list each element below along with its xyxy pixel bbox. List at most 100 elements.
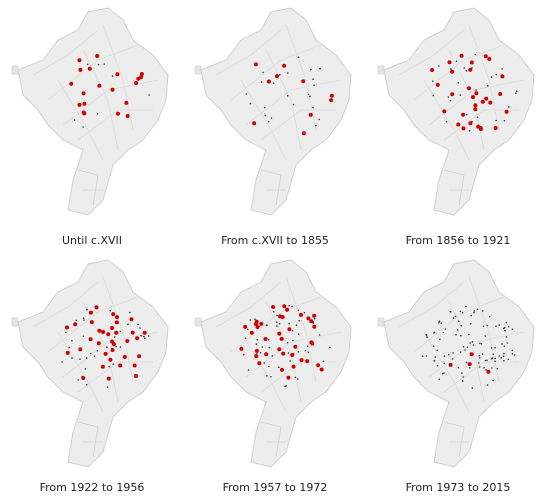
existing-dot xyxy=(111,75,114,77)
new-dot xyxy=(97,83,102,88)
existing-dot xyxy=(288,322,290,325)
existing-dot xyxy=(286,341,289,344)
existing-dot xyxy=(139,327,141,329)
existing-dot xyxy=(479,342,481,345)
existing-dot xyxy=(262,71,264,74)
existing-dot xyxy=(506,342,509,344)
existing-dot xyxy=(276,325,278,327)
existing-dot xyxy=(461,372,463,374)
new-dot xyxy=(285,307,290,312)
existing-dot xyxy=(478,354,481,357)
new-dot xyxy=(473,107,478,112)
existing-dot xyxy=(96,112,99,115)
new-dot xyxy=(459,53,464,58)
existing-dot xyxy=(486,384,489,386)
existing-dot xyxy=(313,84,315,86)
existing-dot xyxy=(144,337,146,339)
existing-dot xyxy=(270,376,272,378)
existing-dot xyxy=(108,366,110,368)
existing-dot xyxy=(431,80,434,82)
existing-dot xyxy=(270,117,273,119)
existing-dot xyxy=(480,343,483,345)
new-dot xyxy=(89,320,94,325)
new-dot xyxy=(254,354,259,359)
existing-dot xyxy=(486,85,489,87)
new-dot xyxy=(97,328,102,333)
existing-dot xyxy=(109,310,111,312)
new-dot xyxy=(114,330,119,335)
new-dot xyxy=(132,363,137,368)
existing-dot xyxy=(495,73,497,76)
new-dot xyxy=(87,66,92,71)
new-dot xyxy=(312,313,317,318)
existing-dot xyxy=(297,378,299,380)
existing-dot xyxy=(443,372,445,374)
new-dot xyxy=(135,336,140,341)
new-dot xyxy=(316,363,321,368)
new-dot xyxy=(125,339,130,343)
existing-dot xyxy=(278,323,281,325)
existing-dot xyxy=(481,353,484,355)
existing-dot xyxy=(465,70,468,72)
existing-dot xyxy=(433,359,436,362)
new-dot xyxy=(277,331,282,336)
existing-dot xyxy=(513,354,516,356)
new-dot xyxy=(78,67,83,72)
existing-dot xyxy=(276,321,278,323)
existing-dot xyxy=(83,319,85,321)
existing-dot xyxy=(143,335,145,338)
existing-dot xyxy=(425,334,428,337)
existing-dot xyxy=(310,68,312,71)
existing-dot xyxy=(112,363,115,365)
new-dot xyxy=(293,344,298,349)
new-dot xyxy=(483,54,488,59)
existing-dot xyxy=(457,366,460,369)
new-dot xyxy=(259,321,264,326)
existing-dot xyxy=(465,305,467,308)
existing-dot xyxy=(494,360,496,363)
new-dot xyxy=(139,72,144,76)
new-dot xyxy=(310,341,315,346)
new-dot xyxy=(106,332,111,337)
existing-dot xyxy=(442,372,444,375)
new-dot xyxy=(88,337,93,342)
new-dot xyxy=(82,101,87,106)
new-dot xyxy=(301,131,306,136)
existing-dot xyxy=(463,67,465,69)
existing-dot xyxy=(452,352,454,354)
existing-dot xyxy=(306,345,309,347)
existing-dot xyxy=(287,352,290,354)
existing-dot xyxy=(103,63,105,65)
new-dot xyxy=(100,364,105,369)
new-dot xyxy=(456,122,461,127)
new-dot xyxy=(504,109,509,114)
new-dot xyxy=(253,322,258,326)
existing-dot xyxy=(495,325,497,328)
caption: From 1856 to 1921 xyxy=(406,234,511,247)
new-dot xyxy=(469,60,474,65)
existing-dot xyxy=(515,92,517,94)
new-dot xyxy=(312,324,317,329)
existing-dot xyxy=(443,362,446,365)
caption: From 1957 to 1972 xyxy=(223,481,328,494)
new-dot xyxy=(290,353,295,357)
existing-dot xyxy=(439,338,441,341)
existing-dot xyxy=(68,346,70,349)
new-dot xyxy=(122,355,127,359)
existing-dot xyxy=(113,336,116,338)
new-dot xyxy=(137,354,142,359)
existing-dot xyxy=(508,106,510,108)
existing-dot xyxy=(485,369,487,371)
existing-dot xyxy=(312,106,314,109)
new-dot xyxy=(469,352,474,357)
city-map xyxy=(11,7,169,216)
existing-dot xyxy=(84,368,87,370)
existing-dot xyxy=(119,330,122,333)
new-dot xyxy=(484,96,489,101)
new-dot xyxy=(305,359,310,364)
new-dot xyxy=(134,81,139,85)
existing-dot xyxy=(438,65,440,67)
existing-dot xyxy=(466,346,469,349)
existing-dot xyxy=(511,353,514,355)
